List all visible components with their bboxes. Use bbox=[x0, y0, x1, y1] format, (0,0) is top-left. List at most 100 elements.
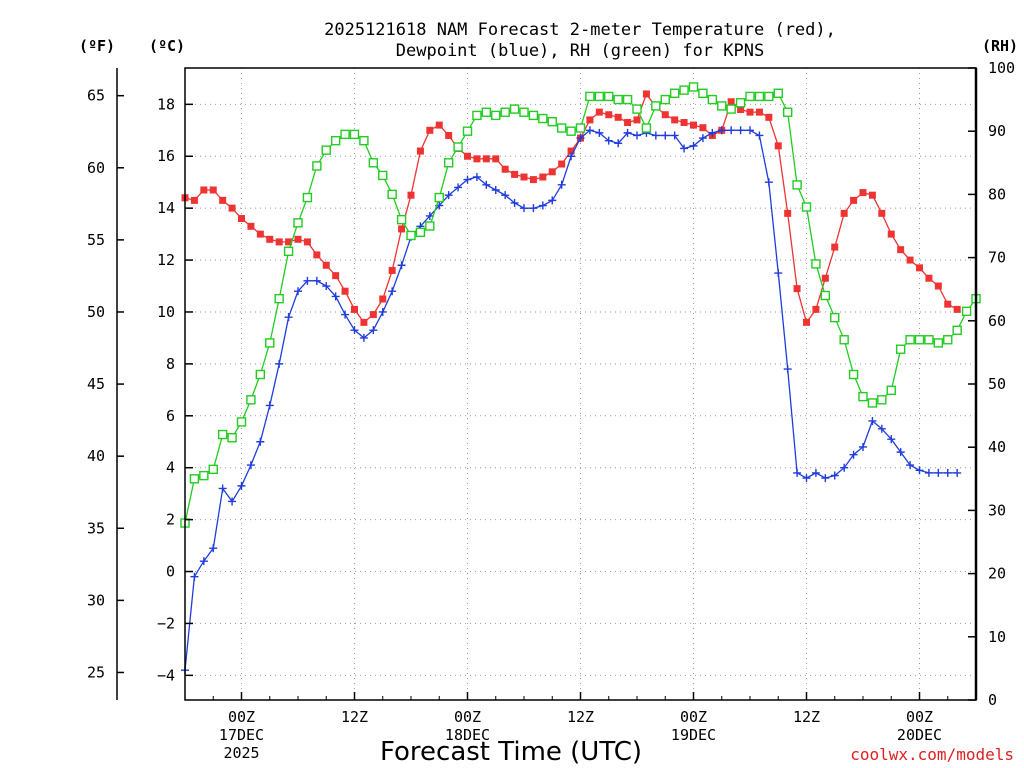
rh-point bbox=[801, 202, 812, 212]
x-tick-label: 00Z bbox=[906, 708, 933, 726]
rh-point bbox=[782, 107, 793, 117]
rh-point bbox=[641, 123, 652, 133]
celsius-tick-label: 18 bbox=[157, 95, 175, 113]
dewpoint-point bbox=[303, 276, 312, 285]
dewpoint-point bbox=[764, 178, 773, 187]
temperature-point bbox=[190, 196, 198, 204]
temperature-point bbox=[614, 113, 622, 121]
dewpoint-point bbox=[388, 287, 397, 296]
fahrenheit-tick-label: 65 bbox=[87, 87, 105, 105]
temperature-point bbox=[793, 285, 801, 293]
fahrenheit-unit-label: (ºF) bbox=[79, 37, 115, 55]
dewpoint-point bbox=[529, 204, 538, 213]
dewpoint-point bbox=[294, 287, 302, 296]
fahrenheit-tick-label: 35 bbox=[87, 519, 105, 537]
celsius-tick-label: 2 bbox=[166, 511, 175, 529]
rh-point bbox=[528, 110, 539, 121]
temperature-point bbox=[266, 235, 274, 243]
dewpoint-point bbox=[896, 448, 905, 457]
temperature-point bbox=[831, 243, 839, 251]
rh-point bbox=[773, 88, 783, 98]
rh-point bbox=[462, 126, 473, 136]
rh-tick-label: 90 bbox=[988, 122, 1006, 140]
dewpoint-point bbox=[359, 333, 368, 342]
celsius-tick-label: −4 bbox=[157, 666, 175, 684]
temperature-point bbox=[492, 155, 500, 163]
temperature-point bbox=[539, 173, 547, 181]
temperature-point bbox=[934, 282, 942, 290]
dewpoint-point bbox=[953, 468, 962, 477]
x-tick-label: 20DEC bbox=[897, 726, 942, 744]
rh-tick-label: 50 bbox=[988, 375, 1006, 393]
rh-point bbox=[669, 88, 680, 98]
celsius-tick-label: −2 bbox=[157, 614, 175, 632]
dewpoint-point bbox=[576, 134, 585, 143]
series-layer bbox=[180, 82, 981, 675]
dewpoint-point bbox=[472, 173, 481, 182]
fahrenheit-tick-label: 45 bbox=[87, 375, 105, 393]
rh-point bbox=[792, 180, 802, 190]
rh-point bbox=[905, 335, 915, 345]
rh-point bbox=[933, 338, 944, 348]
celsius-tick-label: 0 bbox=[166, 563, 175, 581]
temperature-point bbox=[850, 196, 858, 204]
fahrenheit-tick-label: 40 bbox=[87, 447, 105, 465]
temperature-point bbox=[435, 121, 443, 129]
temperature-point bbox=[727, 98, 735, 106]
rh-tick-label: 10 bbox=[988, 628, 1006, 646]
rh-point bbox=[895, 344, 906, 354]
temperature-point bbox=[916, 264, 923, 272]
rh-tick-label: 20 bbox=[988, 565, 1006, 583]
dewpoint-point bbox=[717, 126, 726, 135]
dewpoint-point bbox=[783, 365, 792, 374]
axis-ticks: −4 −2 0 2 4 6 8 10 12 14 16 18 25 30 35 40 45 50 55 60 65 0 10… bbox=[87, 59, 1015, 762]
rh-point bbox=[604, 91, 614, 102]
temperature-point bbox=[238, 215, 245, 223]
rh-point bbox=[811, 259, 821, 269]
rh-point bbox=[340, 129, 350, 140]
temperature-point bbox=[520, 173, 528, 181]
dewpoint-point bbox=[218, 484, 227, 493]
rh-point bbox=[594, 91, 605, 102]
rh-point bbox=[858, 391, 868, 402]
dewpoint-point bbox=[350, 326, 359, 335]
x-tick-label: 17DEC bbox=[219, 726, 264, 744]
dewpoint-point bbox=[727, 126, 736, 135]
temperature-point bbox=[360, 318, 368, 326]
dewpoint-point bbox=[228, 497, 237, 506]
temperature-point bbox=[737, 106, 745, 114]
rh-tick-label: 70 bbox=[988, 249, 1006, 267]
rh-point bbox=[839, 335, 849, 345]
rh-point bbox=[500, 107, 510, 117]
dewpoint-point bbox=[256, 437, 265, 446]
dewpoint-point bbox=[585, 126, 594, 135]
rh-point bbox=[566, 126, 576, 136]
rh-point bbox=[509, 104, 520, 114]
rh-tick-label: 80 bbox=[988, 185, 1006, 203]
temperature-point bbox=[275, 238, 283, 246]
x-tick-label: 12Z bbox=[793, 708, 820, 726]
temperature-point bbox=[228, 204, 236, 212]
dewpoint-point bbox=[934, 468, 943, 477]
dewpoint-point bbox=[793, 468, 802, 477]
rh-point bbox=[538, 113, 548, 124]
rh-point bbox=[886, 385, 896, 396]
rh-point bbox=[453, 142, 463, 152]
chart-title-line-1: 2025121618 NAM Forecast 2-meter Temperat… bbox=[324, 20, 836, 40]
temperature-point bbox=[784, 209, 792, 217]
temperature-point bbox=[398, 225, 406, 233]
rh-point bbox=[330, 135, 341, 146]
dewpoint-point bbox=[312, 276, 321, 285]
rh-point bbox=[848, 369, 859, 380]
temperature-point bbox=[699, 124, 707, 132]
fahrenheit-tick-label: 55 bbox=[87, 231, 105, 249]
temperature-point bbox=[803, 318, 810, 326]
dewpoint-point bbox=[378, 307, 387, 316]
dewpoint-point bbox=[821, 474, 830, 483]
credit-link[interactable]: coolwx.com/models bbox=[850, 745, 1014, 764]
dewpoint-point bbox=[755, 131, 764, 140]
rh-point bbox=[547, 117, 557, 127]
rh-point bbox=[321, 145, 331, 155]
rh-point bbox=[236, 417, 247, 427]
